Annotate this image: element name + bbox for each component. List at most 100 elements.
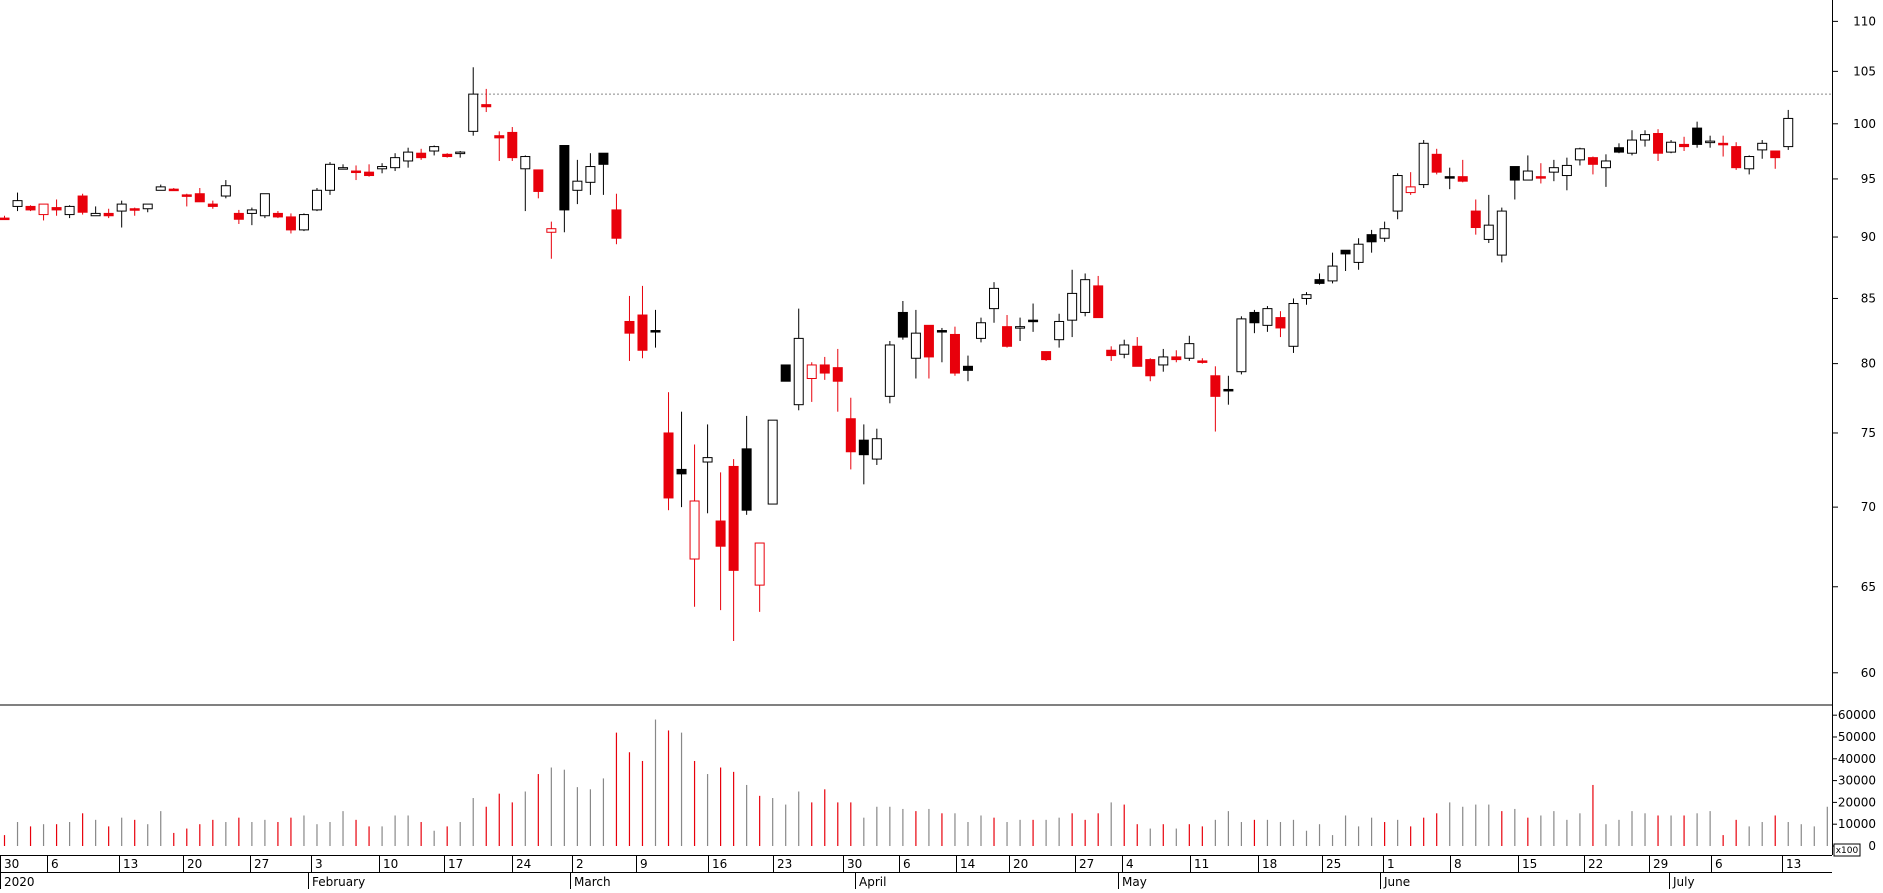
candle [1444,167,1455,190]
candle-body [754,542,765,586]
candle-body [103,212,114,217]
candle [25,205,36,212]
candle-body [1548,167,1559,173]
day-tick-label: 9 [640,857,648,871]
candle-body [1301,294,1312,299]
day-tick-label: 23 [777,857,792,871]
candle [38,203,49,221]
candle [1067,269,1078,338]
candle [611,193,622,245]
volume-tick-label: 50000 [1838,730,1876,744]
candle-body [298,214,309,231]
candle-body [598,152,609,165]
candle [1679,136,1690,152]
day-tick-label: 13 [123,857,138,871]
candle-body [507,131,518,159]
candle-body [455,151,466,155]
day-tick-label: 29 [1653,857,1668,871]
candle-body [741,448,752,511]
candle [1613,143,1624,154]
candle-body [702,457,713,463]
candle [1210,366,1221,432]
candle-body [1757,142,1768,151]
day-tick-label: 13 [1786,857,1801,871]
candle-body [1574,148,1585,161]
candle [910,309,921,379]
candle-body [976,322,986,339]
candle-body [1535,176,1546,179]
price-tick-label: 80 [1861,357,1876,371]
price-tick-label: 95 [1861,172,1876,186]
candle [1158,348,1169,372]
day-tick-label: 30 [4,857,19,871]
candle-body [220,185,231,197]
candle [64,205,75,219]
day-tick-label: 27 [1079,857,1094,871]
candle [1275,311,1286,338]
candle [429,145,440,156]
candle [1666,140,1677,154]
candle [1184,335,1195,361]
candle-body [650,330,661,333]
candle-body [1210,375,1221,397]
candle [116,200,127,228]
candle-body [1275,317,1286,329]
candle [51,199,62,216]
candle [90,206,101,217]
candle-body [1444,176,1455,179]
candle [416,148,427,160]
candle [533,169,544,199]
candle-body [1483,224,1494,240]
candle [181,193,192,207]
candle-body [1236,318,1247,373]
candle [715,472,726,611]
candle [637,285,648,359]
candle-body [1653,133,1664,154]
candle [884,341,895,404]
candle-body [1692,127,1703,145]
candle [858,424,869,485]
candle-body [637,314,648,351]
candle [520,155,531,212]
candle [1340,249,1351,271]
candle-body [989,287,1000,310]
candle [1015,317,1026,342]
candle [103,208,114,219]
candle-body [0,217,10,221]
candle-body [12,200,23,207]
candle [1574,147,1585,166]
candle [351,165,362,181]
candle [403,147,414,168]
candle-body [1353,243,1364,263]
candle-body [1770,150,1781,159]
candle-body [1561,164,1572,177]
candle [0,215,10,221]
candle-body [1106,349,1117,357]
volume-unit-box [1833,843,1861,857]
candle-body [819,364,830,374]
candle-body [1158,356,1169,366]
candle-body [559,145,570,211]
day-tick-label: 10 [383,857,398,871]
month-tick-label: February [312,875,365,889]
candle [259,193,270,219]
candle [455,151,466,158]
day-tick-label: 6 [51,857,59,871]
candle-body [116,203,127,212]
candle-body [325,163,335,191]
volume-tick-label: 60000 [1838,708,1876,722]
candle-body [1067,292,1078,321]
candle [1509,166,1520,200]
candle-body [1679,143,1690,148]
candle [168,188,179,192]
day-tick-label: 14 [960,857,975,871]
month-tick-label: July [1672,875,1695,889]
candle-body [1028,319,1039,323]
candle [494,131,505,161]
candle [1197,358,1208,364]
candle [1145,358,1156,382]
candle [377,163,388,174]
candle-body [1587,157,1598,165]
candle [481,88,492,113]
candle [1379,221,1390,242]
